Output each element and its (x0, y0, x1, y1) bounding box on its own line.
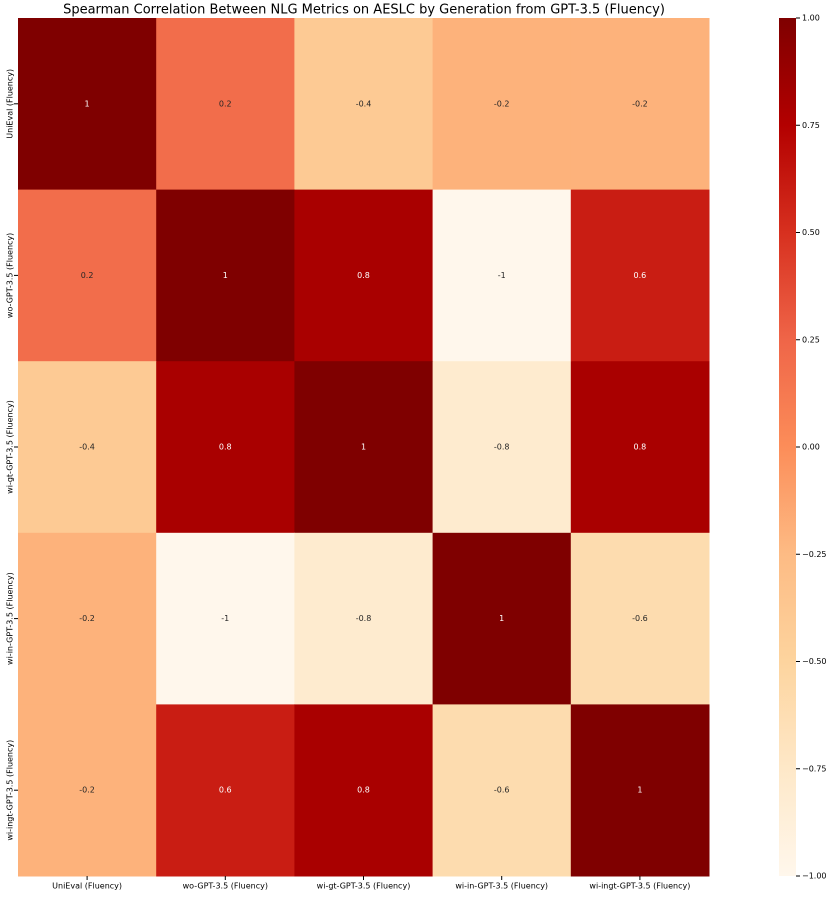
x-tick-label: wi-in-GPT-3.5 (Fluency) (455, 882, 548, 891)
heatmap-cell (294, 189, 434, 362)
cell-label: 0.6 (634, 271, 647, 280)
heatmap-cell (294, 532, 434, 705)
heatmap-cell (156, 704, 295, 877)
cell-label: 0.8 (357, 786, 370, 795)
cell-label: 1 (223, 271, 228, 280)
y-tick-label: wo-GPT-3.5 (Fluency) (6, 233, 15, 318)
cell-label: -0.2 (494, 99, 510, 108)
cell-label: 0.2 (81, 271, 94, 280)
heatmap-cell (18, 189, 157, 362)
heatmap-cell (570, 189, 710, 362)
heatmap-cell (432, 18, 572, 191)
heatmap-cell (570, 532, 710, 705)
cell-label: -0.2 (632, 99, 648, 108)
heatmap-cell (432, 189, 572, 362)
chart-title: Spearman Correlation Between NLG Metrics… (63, 3, 665, 18)
x-tick-label: wi-ingt-GPT-3.5 (Fluency) (589, 882, 690, 891)
colorbar-tick-label: 0.25 (802, 335, 820, 344)
heatmap-cell (432, 532, 572, 705)
colorbar-tick-label: 0.75 (802, 121, 820, 130)
cell-label: 0.8 (219, 443, 232, 452)
x-tick-label: wi-gt-GPT-3.5 (Fluency) (317, 882, 411, 891)
cell-label: 1 (637, 786, 642, 795)
cell-label: -0.4 (356, 99, 372, 108)
heatmap-cell (156, 532, 295, 705)
heatmap-cell (570, 18, 710, 191)
heatmap-cell (570, 704, 710, 877)
colorbar (779, 18, 796, 876)
heatmap-cell (18, 532, 157, 705)
heatmap-cell (294, 361, 434, 534)
cell-label: 1 (499, 614, 504, 623)
heatmap-cell (432, 361, 572, 534)
heatmap-cell (18, 704, 157, 877)
heatmap-cell (432, 704, 572, 877)
cell-label: -1 (221, 614, 229, 623)
colorbar-tick-label: 0.50 (802, 228, 820, 237)
x-tick-label: UniEval (Fluency) (52, 882, 122, 891)
x-tick-label: wo-GPT-3.5 (Fluency) (183, 882, 268, 891)
cell-label: 1 (361, 443, 366, 452)
colorbar-tick-label: −0.50 (802, 657, 827, 666)
cell-label: 0.8 (357, 271, 370, 280)
heatmap-cell (570, 361, 710, 534)
cell-label: -1 (498, 271, 506, 280)
colorbar-tick-label: 0.00 (802, 443, 820, 452)
heatmap-cell (156, 18, 295, 191)
heatmap-cell (156, 189, 295, 362)
colorbar-tick-label: −0.75 (802, 764, 827, 773)
y-tick-label: wi-in-GPT-3.5 (Fluency) (6, 572, 15, 665)
heatmap-cell (18, 361, 157, 534)
cell-label: -0.6 (494, 786, 510, 795)
cell-label: 0.8 (634, 443, 647, 452)
y-tick-label: UniEval (Fluency) (6, 69, 15, 139)
cell-label: 0.6 (219, 786, 232, 795)
cell-label: -0.2 (79, 786, 95, 795)
cell-label: 1 (85, 99, 90, 108)
heatmap-cell (156, 361, 295, 534)
cell-label: 0.2 (219, 99, 232, 108)
colorbar-tick-label: −1.00 (802, 872, 827, 881)
cell-label: -0.6 (632, 614, 648, 623)
y-tick-label: wi-gt-GPT-3.5 (Fluency) (6, 400, 15, 494)
heatmap-cell (18, 18, 157, 191)
heatmap-cell (294, 704, 434, 877)
heatmap-cell (294, 18, 434, 191)
cell-label: -0.2 (79, 614, 95, 623)
colorbar-tick-label: −0.25 (802, 550, 827, 559)
colorbar-tick-label: 1.00 (802, 14, 820, 23)
cell-label: -0.8 (356, 614, 372, 623)
cell-label: -0.4 (79, 443, 95, 452)
cell-label: -0.8 (494, 443, 510, 452)
y-tick-label: wi-ingt-GPT-3.5 (Fluency) (6, 740, 15, 841)
